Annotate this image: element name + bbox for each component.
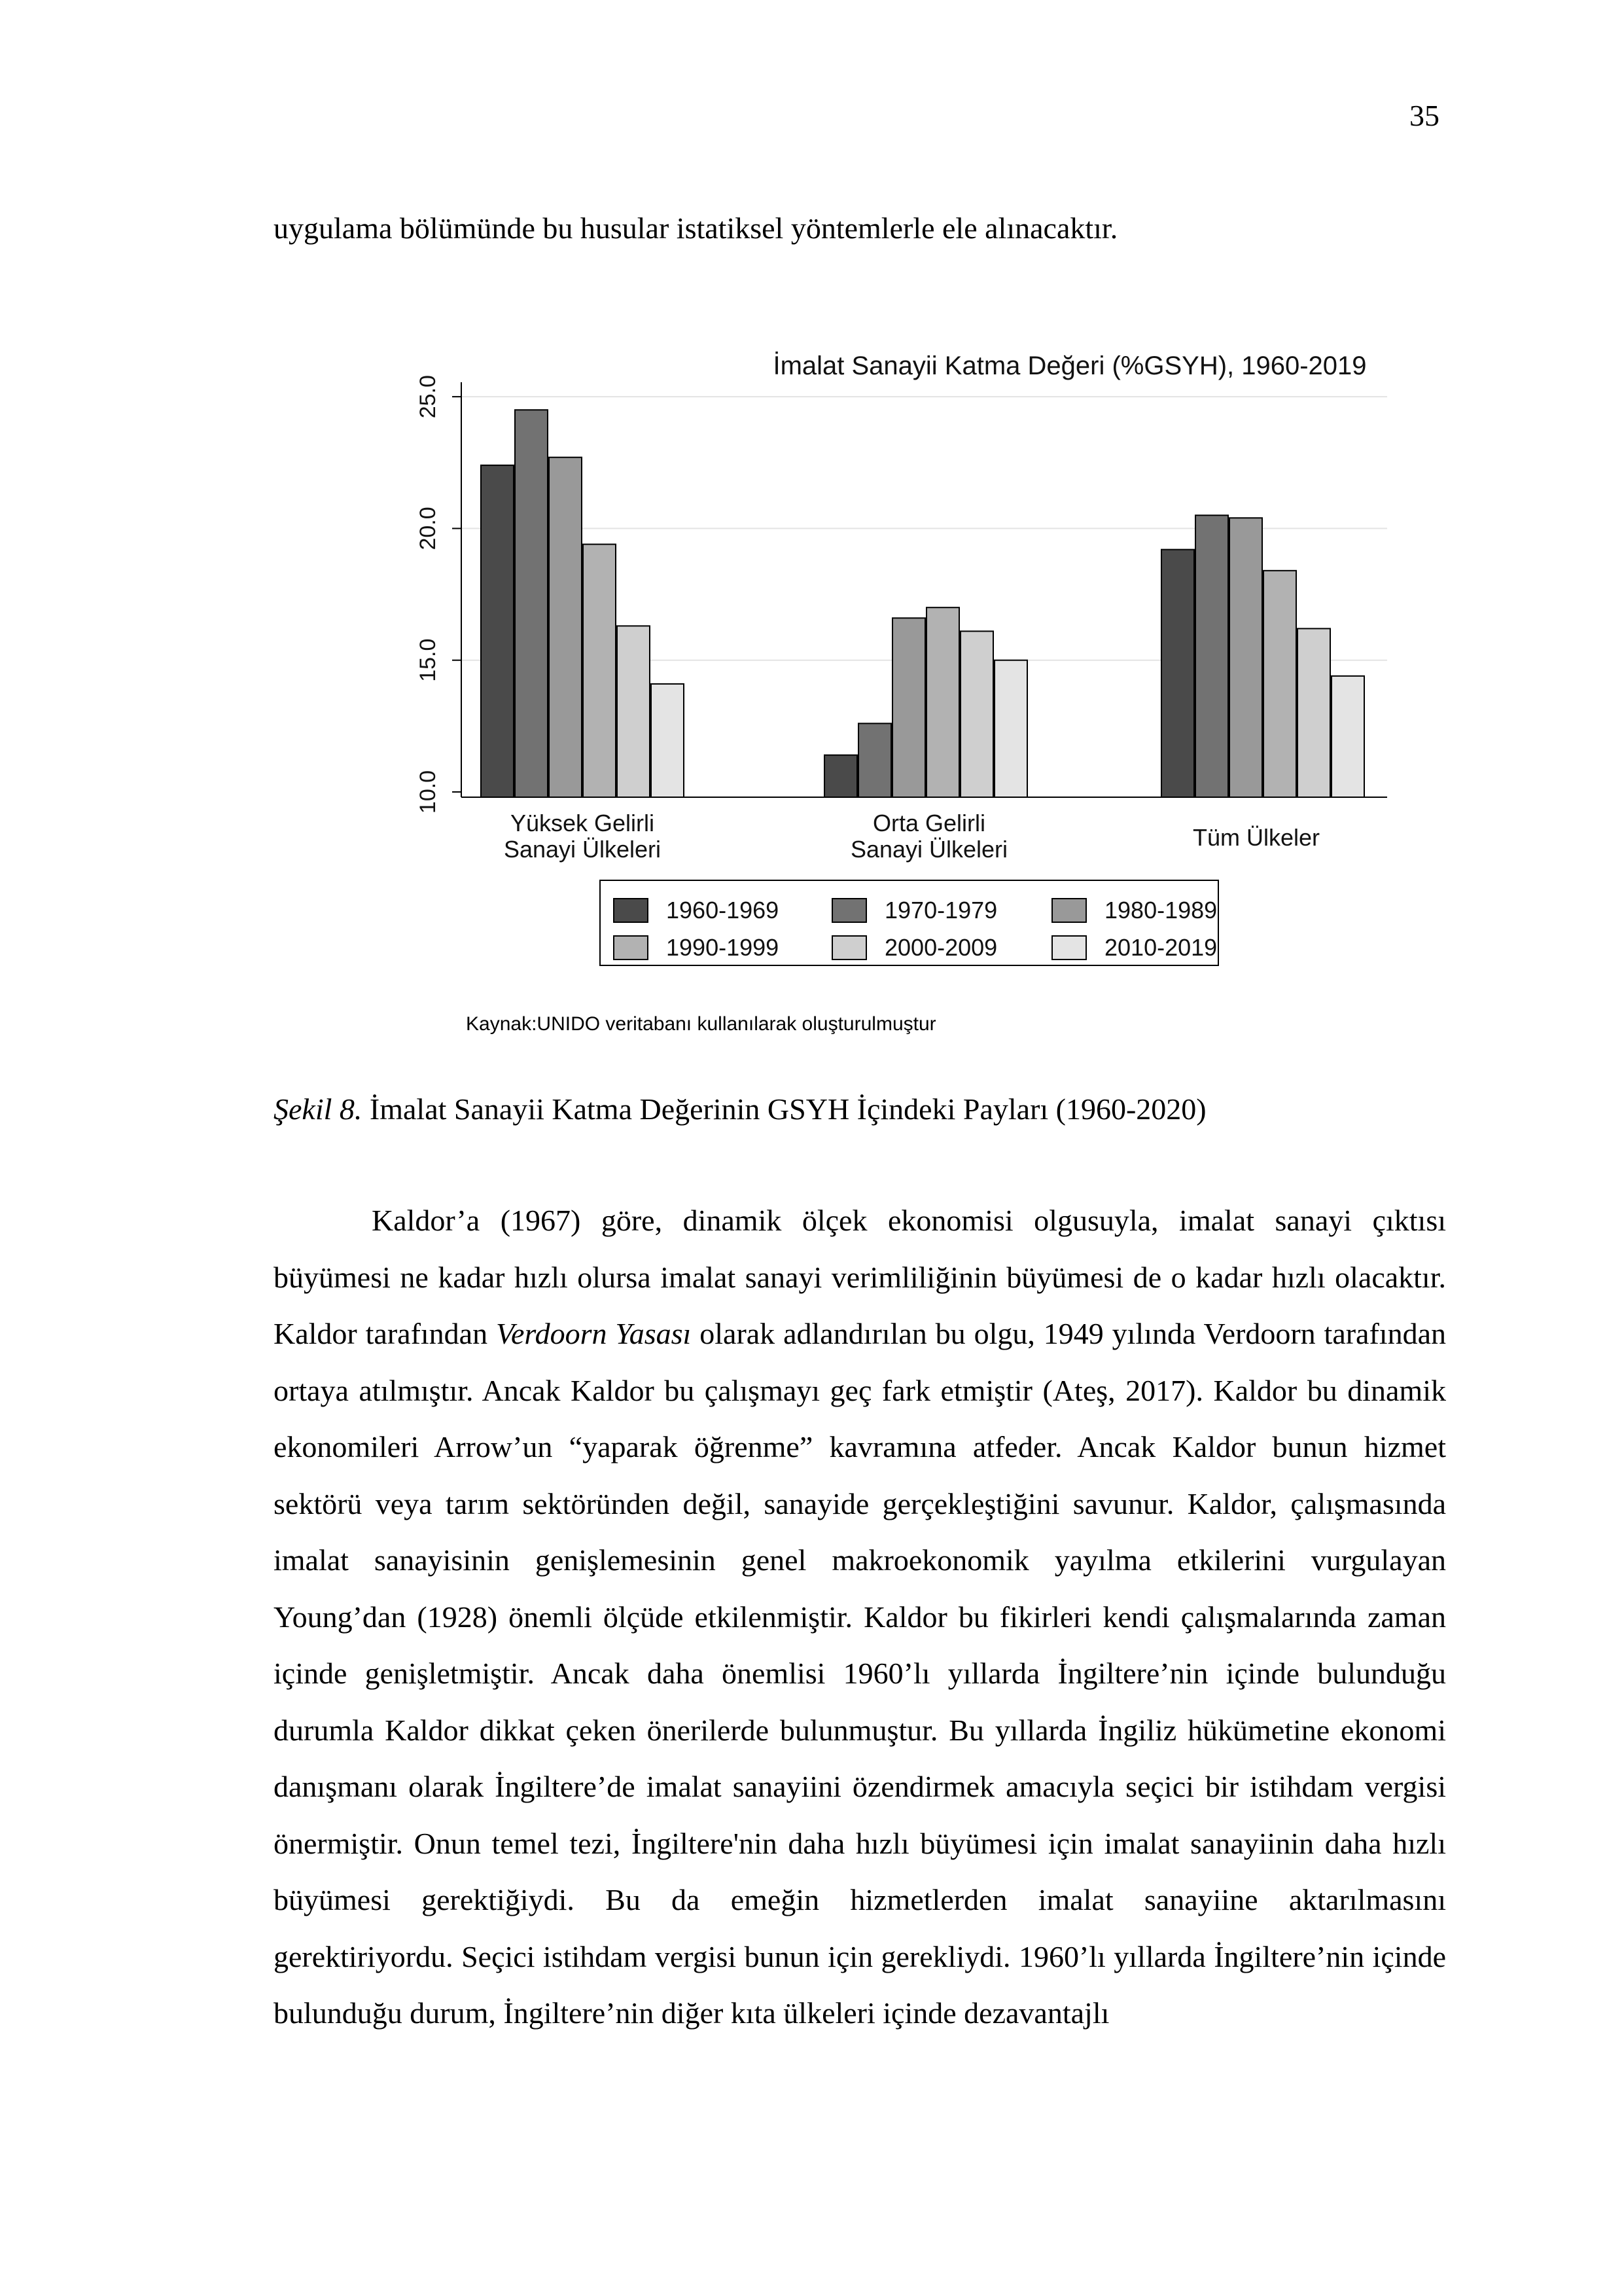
bar xyxy=(1263,569,1297,798)
bar xyxy=(1297,628,1331,798)
figure-caption: Şekil 8. İmalat Sanayii Katma Değerinin … xyxy=(274,1092,1207,1126)
legend-swatch xyxy=(1051,935,1087,960)
legend-swatch xyxy=(832,935,867,960)
bars xyxy=(480,409,1365,798)
legend: 1960-1969 1970-1979 1980-1989 1990-1999 2000… xyxy=(599,880,1219,966)
bar xyxy=(514,409,548,798)
legend-swatch xyxy=(832,898,867,923)
bar xyxy=(960,630,994,798)
source-note: Kaynak:UNIDO veritabanı kullanılarak olu… xyxy=(466,1013,936,1035)
legend-label: 1990-1999 xyxy=(666,934,779,961)
legend-label: 1960-1969 xyxy=(666,897,779,924)
legend-label: 1980-1989 xyxy=(1104,897,1217,924)
legend-label: 2010-2019 xyxy=(1104,934,1217,961)
x-category-label: Yüksek Gelirli xyxy=(510,810,654,836)
figure-chart: İmalat Sanayii Katma Değeri (%GSYH), 196… xyxy=(366,327,1439,1060)
legend-swatch xyxy=(1051,898,1087,923)
bar-chart: İmalat Sanayii Katma Değeri (%GSYH), 196… xyxy=(415,351,1387,966)
body-paragraph: Kaldor’a (1967) göre, dinamik ölçek ekon… xyxy=(274,1193,1446,2042)
paragraph: Kaldor’a (1967) göre, dinamik ölçek ekon… xyxy=(274,1193,1446,2042)
chart-title: İmalat Sanayii Katma Değeri (%GSYH), 196… xyxy=(773,351,1366,380)
x-category-label: Orta Gelirli xyxy=(873,810,985,836)
y-tick-label: 20.0 xyxy=(415,507,440,550)
paragraph-italic-term: Verdoorn Yasası xyxy=(495,1317,692,1350)
legend-label: 1970-1979 xyxy=(885,897,997,924)
x-category-label: Sanayi Ülkeleri xyxy=(851,836,1008,863)
bar xyxy=(824,754,858,798)
y-tick-label: 15.0 xyxy=(415,639,440,682)
bar xyxy=(1229,517,1263,798)
bar xyxy=(1161,548,1195,798)
bar xyxy=(548,456,582,798)
lead-text-line: uygulama bölümünde bu husular istatiksel… xyxy=(274,211,1118,245)
x-category-label: Tüm Ülkeler xyxy=(1193,824,1320,851)
caption-text: İmalat Sanayii Katma Değerinin GSYH İçin… xyxy=(362,1092,1207,1126)
caption-label: Şekil 8. xyxy=(274,1092,362,1126)
bar xyxy=(892,617,926,798)
bar xyxy=(1195,514,1229,798)
bar xyxy=(616,625,650,798)
bar xyxy=(480,464,514,798)
legend-swatch xyxy=(613,935,648,960)
page-number: 35 xyxy=(1409,99,1439,132)
y-tick-label: 25.0 xyxy=(415,375,440,418)
paragraph-text-1: Kaldor’a (1967) göre, dinamik ölçek ekon… xyxy=(274,1204,1446,1350)
bar xyxy=(1331,675,1365,798)
legend-box xyxy=(599,880,1219,966)
x-category-label: Sanayi Ülkeleri xyxy=(504,836,661,863)
paragraph-text-2: olarak adlandırılan bu olgu, 1949 yılınd… xyxy=(274,1317,1446,2030)
y-tick-label: 10.0 xyxy=(415,770,440,814)
bar xyxy=(926,607,960,798)
bar xyxy=(858,723,892,798)
bar xyxy=(582,543,616,798)
legend-label: 2000-2009 xyxy=(885,934,997,961)
bar xyxy=(650,683,684,798)
legend-swatch xyxy=(613,898,648,923)
bar xyxy=(994,659,1028,798)
